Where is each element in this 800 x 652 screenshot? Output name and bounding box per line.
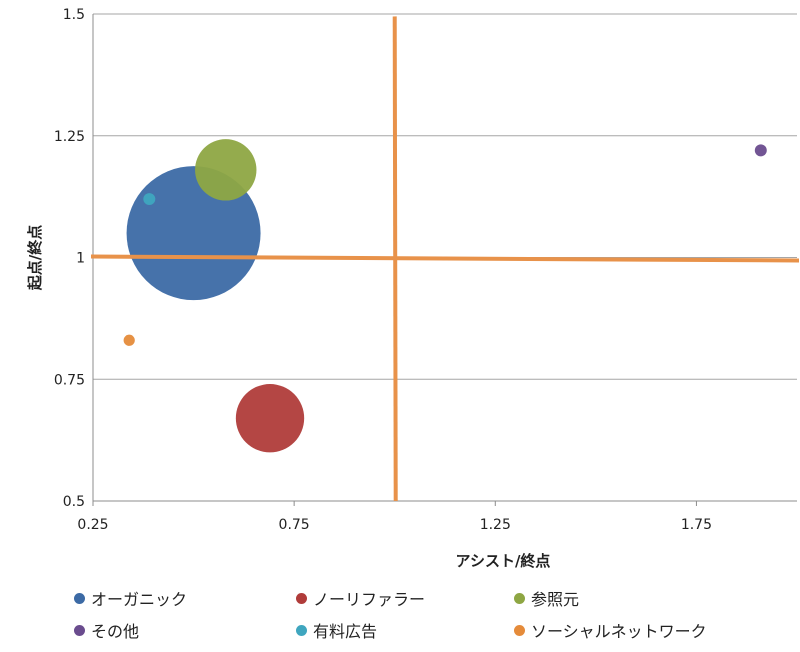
legend-label: オーガニック bbox=[91, 590, 188, 609]
legend-label: 有料広告 bbox=[313, 622, 378, 641]
y-tick-label: 0.75 bbox=[54, 372, 85, 388]
x-axis-tick-labels: 0.25 0.75 1.25 1.75 bbox=[77, 501, 712, 533]
y-axis-tick-labels: 0.5 0.75 1 1.25 1.5 bbox=[54, 7, 85, 510]
legend-item: ノーリファラー bbox=[296, 583, 425, 613]
reference-lines bbox=[90, 16, 800, 502]
reference-line-horizontal bbox=[90, 254, 800, 263]
x-tick-label: 1.25 bbox=[480, 517, 511, 533]
legend-swatch bbox=[514, 624, 525, 636]
bubble bbox=[195, 139, 257, 201]
legend-label: ノーリファラー bbox=[313, 590, 426, 609]
bubbles bbox=[123, 139, 767, 453]
x-tick-label: 0.75 bbox=[279, 517, 310, 533]
legend-item: ソーシャルネットワーク bbox=[514, 615, 707, 645]
legend-item: その他 bbox=[74, 615, 139, 645]
y-tick-label: 1.25 bbox=[54, 129, 85, 145]
y-tick-label: 1 bbox=[76, 251, 85, 267]
y-tick-label: 1.5 bbox=[63, 7, 85, 23]
legend-swatch bbox=[296, 624, 307, 636]
x-axis-title: アシスト/終点 bbox=[456, 552, 551, 570]
legend-label: その他 bbox=[91, 622, 140, 641]
legend-swatch bbox=[296, 592, 307, 604]
bubble bbox=[143, 193, 156, 206]
bubble bbox=[235, 384, 305, 453]
legend-label: ソーシャルネットワーク bbox=[531, 622, 707, 641]
bubble bbox=[123, 334, 135, 346]
legend-swatch bbox=[514, 592, 525, 604]
legend-swatch bbox=[74, 624, 85, 636]
legend-item: 参照元 bbox=[514, 583, 579, 613]
bubble-chart: 0.5 0.75 1 1.25 1.5 0.25 0.75 1.25 1.75 アシスト/終点… bbox=[26, 7, 800, 570]
x-tick-label: 0.25 bbox=[77, 517, 108, 533]
legend-label: 参照元 bbox=[531, 590, 580, 609]
bubble bbox=[754, 144, 767, 157]
legend-swatch bbox=[74, 592, 85, 604]
y-axis-title: 起点/終点 bbox=[26, 225, 44, 291]
x-tick-label: 1.75 bbox=[681, 517, 712, 533]
legend-item: オーガニック bbox=[74, 583, 187, 613]
y-tick-label: 0.5 bbox=[63, 494, 85, 510]
legend-item: 有料広告 bbox=[296, 615, 377, 645]
